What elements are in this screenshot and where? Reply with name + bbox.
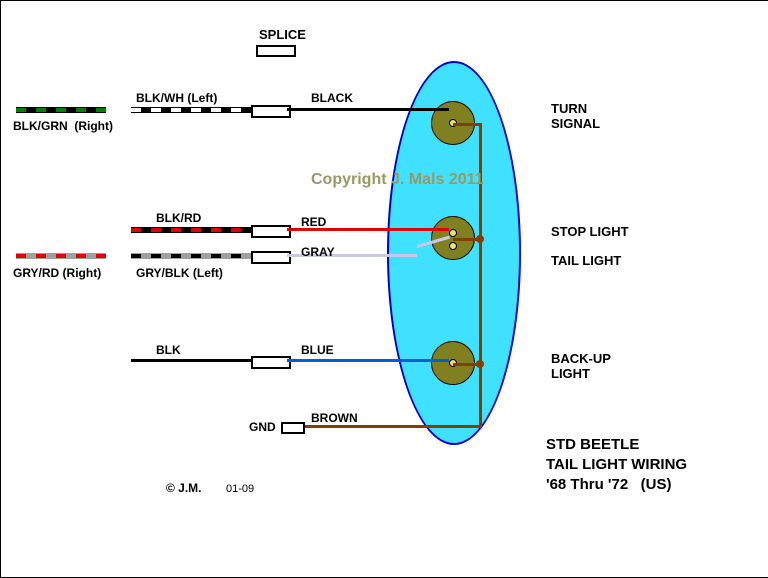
gnd-label: GND [249,420,276,434]
blk-grn-dashes [16,108,106,112]
splice-stop [251,225,291,238]
blk-wire [131,359,251,362]
blk-wh-dashes [131,108,251,112]
title-line1: STD BEETLE [546,436,639,453]
ground-wire-h1 [453,123,481,126]
gry-blk-dashes [131,254,251,258]
blk-rd-dashes [131,228,251,232]
ground-node-2 [476,360,484,368]
title-line3: '68 Thru '72 (US) [546,476,672,493]
splice-turn [251,105,291,118]
backup-light-label: BACK-UP LIGHT [551,351,611,381]
blk-label: BLK [156,343,181,357]
tail-bulb-center [449,242,457,250]
black-wire [287,108,449,111]
ground-wire-vertical [479,123,482,427]
title-line2: TAIL LIGHT WIRING [546,456,687,473]
stop-light-label: STOP LIGHT [551,224,629,239]
turn-signal-label: TURN SIGNAL [551,101,600,131]
stop-bulb-center [449,229,457,237]
black-label: BLACK [311,91,353,105]
splice-label: SPLICE [259,27,306,42]
splice-backup [251,356,291,369]
date-label: 01-09 [226,483,254,495]
tail-light-label: TAIL LIGHT [551,253,621,268]
diagram-container: SPLICE TURN SIGNAL STOP LIGHT TAIL LIGHT [0,0,768,578]
red-label: RED [301,215,326,229]
jm-label: © J.M. [166,481,202,495]
ground-wire-out [301,425,481,428]
gnd-terminal [281,422,305,434]
splice-tail [251,251,291,264]
blue-label: BLUE [301,343,334,357]
blk-wh-label: BLK/WH (Left) [136,91,217,105]
gry-rd-label: GRY/RD (Right) [13,266,101,280]
copyright-label: Copyright J. Mals 2011 [311,171,484,189]
ground-node-1 [476,235,484,243]
gray-label: GRAY [301,245,335,259]
blk-rd-label: BLK/RD [156,211,201,225]
gry-rd-dashes [16,254,106,258]
blk-grn-label: BLK/GRN (Right) [13,119,113,133]
gry-blk-label: GRY/BLK (Left) [136,266,223,280]
blue-wire [287,359,449,362]
brown-label: BROWN [311,411,358,425]
splice-symbol [256,45,296,57]
